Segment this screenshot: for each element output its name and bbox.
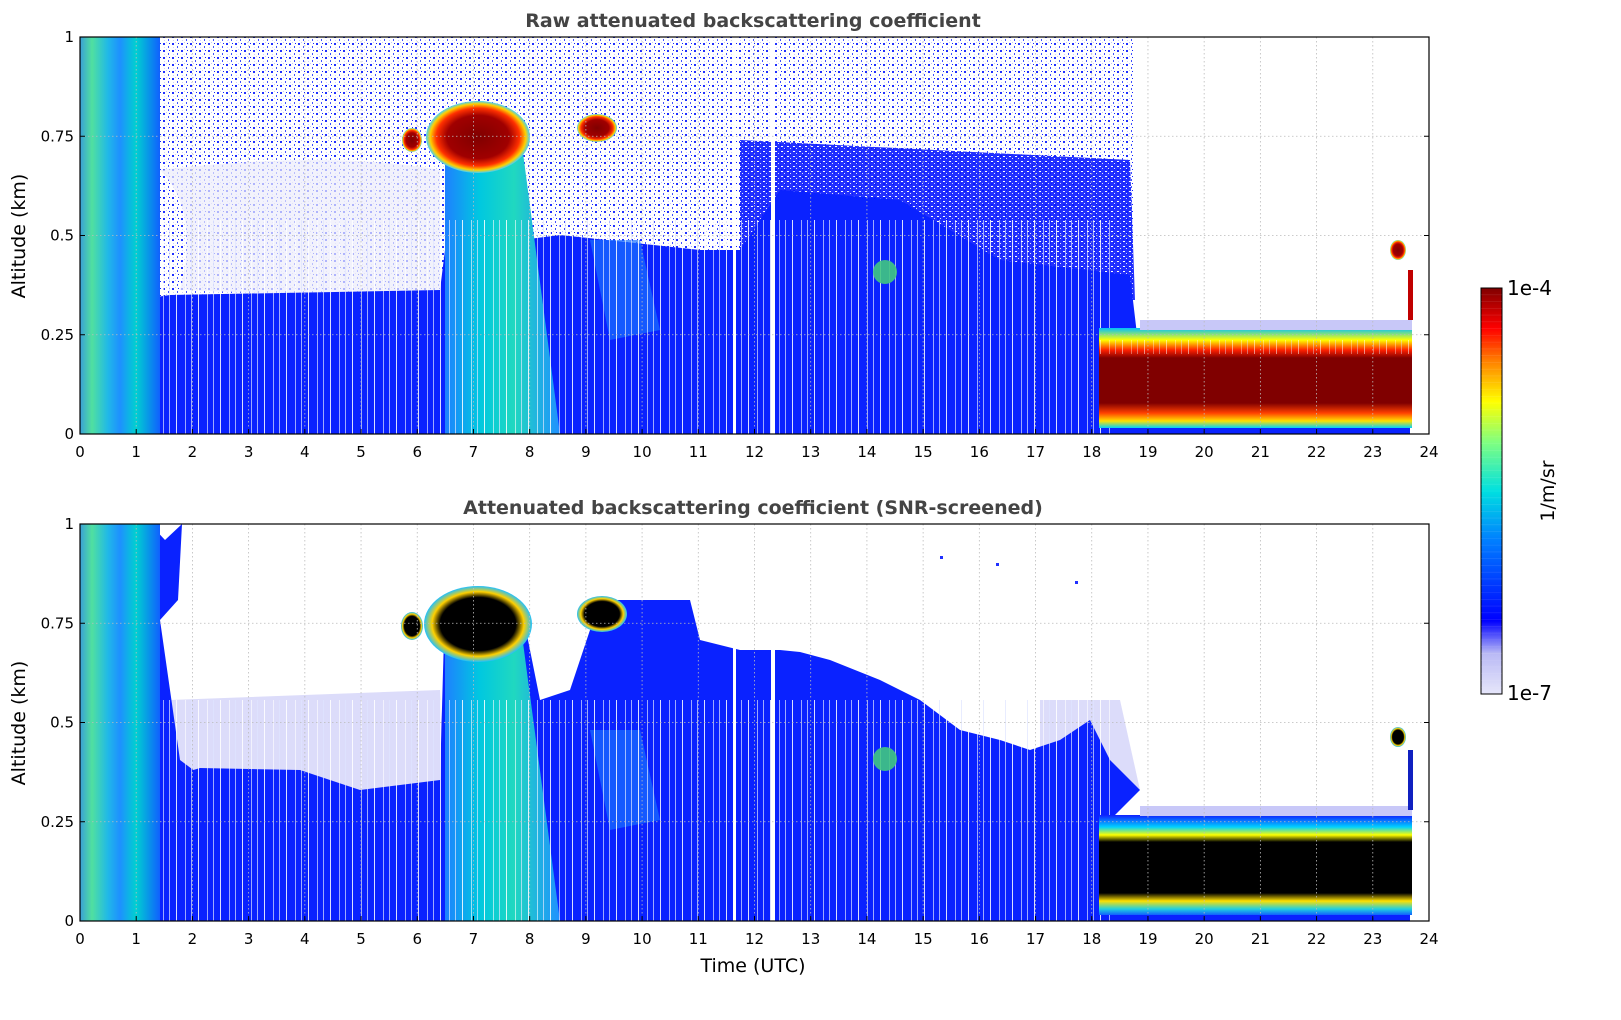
screened-x-tick-label: 24	[1419, 930, 1438, 948]
screened-y-tick-label: 0	[64, 912, 74, 930]
raw-x-tick-label: 15	[914, 443, 933, 461]
raw-x-tick-label: 4	[300, 443, 310, 461]
screened-x-tick-label: 1	[131, 930, 141, 948]
raw-x-tick-label: 3	[244, 443, 254, 461]
screened-x-tick-label: 5	[356, 930, 366, 948]
screened-x-tick-label: 15	[914, 930, 933, 948]
x-axis-label: Time (UTC)	[699, 955, 805, 977]
screened-y-tick-label: 1	[64, 515, 74, 533]
screened-panel-title: Attenuated backscattering coefficient (S…	[463, 497, 1043, 519]
screened-x-tick-label: 9	[581, 930, 591, 948]
colorbar: 1e-4 1e-7 1/m/sr	[1480, 276, 1559, 705]
raw-y-tick-label: 1	[64, 28, 74, 46]
screened-y-ticks: 0 0.25 0.5 0.75 1	[41, 515, 1429, 930]
screened-cloud-9h	[577, 596, 627, 632]
raw-cloud-9h	[577, 114, 617, 142]
screened-cloud-7h	[424, 586, 532, 662]
screened-x-tick-label: 12	[745, 930, 764, 948]
screened-y-tick-label: 0.5	[50, 714, 74, 732]
screened-x-tick-label: 3	[244, 930, 254, 948]
colorbar-max-label: 1e-4	[1507, 276, 1552, 300]
raw-x-tick-label: 6	[412, 443, 422, 461]
raw-x-tick-label: 2	[188, 443, 198, 461]
raw-x-tick-label: 18	[1082, 443, 1101, 461]
screened-x-tick-label: 16	[970, 930, 989, 948]
raw-x-tick-label: 8	[525, 443, 535, 461]
screened-x-tick-label: 21	[1251, 930, 1270, 948]
colorbar-label: 1/m/sr	[1537, 460, 1559, 521]
raw-y-ticks: 0 0.25 0.5 0.75 1	[41, 28, 1429, 443]
screened-x-tick-label: 18	[1082, 930, 1101, 948]
screened-x-tick-label: 2	[188, 930, 198, 948]
raw-x-tick-label: 20	[1195, 443, 1214, 461]
screened-backscatter-panel: Attenuated backscattering coefficient (S…	[8, 497, 1439, 977]
screened-grid	[80, 524, 1429, 921]
raw-x-tick-label: 0	[75, 443, 85, 461]
colorbar-min-label: 1e-7	[1507, 681, 1552, 705]
raw-cloud-6h	[402, 128, 422, 152]
raw-x-tick-label: 11	[689, 443, 708, 461]
screened-x-tick-label: 7	[469, 930, 479, 948]
screened-x-tick-label: 11	[689, 930, 708, 948]
screened-x-tick-label: 6	[412, 930, 422, 948]
raw-x-tick-label: 10	[633, 443, 652, 461]
screened-x-tick-label: 8	[525, 930, 535, 948]
raw-x-tick-label: 24	[1419, 443, 1438, 461]
raw-panel-title: Raw attenuated backscattering coefficien…	[525, 10, 981, 32]
colorbar-gradient	[1480, 287, 1503, 695]
screened-x-tick-label: 4	[300, 930, 310, 948]
screened-x-tick-label: 0	[75, 930, 85, 948]
raw-x-tick-label: 22	[1307, 443, 1326, 461]
screened-y-tick-label: 0.75	[41, 614, 74, 632]
screened-x-tick-label: 22	[1307, 930, 1326, 948]
screened-x-tick-label: 17	[1026, 930, 1045, 948]
raw-heatmap	[80, 37, 1429, 434]
raw-x-tick-label: 1	[131, 443, 141, 461]
screened-x-ticks: 0 1 2 3 4 5 6 7 8 9 10 11 12 13 14 15 16 17 18 19 20 21 22 23 24	[75, 916, 1439, 948]
screened-x-tick-label: 23	[1363, 930, 1382, 948]
raw-y-tick-label: 0.25	[41, 326, 74, 344]
screened-x-tick-label: 20	[1195, 930, 1214, 948]
raw-x-tick-label: 16	[970, 443, 989, 461]
raw-x-ticks: 0 1 2 3 4 5 6 7 8 9 10 11 12 13 14 15 16 17 18 19 20 21 22 23 24	[75, 429, 1439, 461]
raw-x-tick-label: 13	[801, 443, 820, 461]
raw-y-tick-label: 0	[64, 425, 74, 443]
raw-y-tick-label: 0.75	[41, 127, 74, 145]
screened-x-tick-label: 14	[857, 930, 876, 948]
raw-x-tick-label: 5	[356, 443, 366, 461]
screened-stratus-band	[1099, 815, 1412, 915]
screened-y-axis-label: Altitude (km)	[8, 661, 30, 786]
raw-x-tick-label: 7	[469, 443, 479, 461]
raw-x-tick-label: 23	[1363, 443, 1382, 461]
raw-grid	[80, 37, 1429, 434]
screened-y-tick-label: 0.25	[41, 813, 74, 831]
raw-cloud-7h	[426, 101, 530, 173]
screened-x-tick-label: 10	[633, 930, 652, 948]
raw-x-tick-label: 14	[857, 443, 876, 461]
raw-x-tick-label: 21	[1251, 443, 1270, 461]
raw-x-tick-label: 19	[1138, 443, 1157, 461]
screened-x-tick-label: 19	[1138, 930, 1157, 948]
raw-backscatter-panel: Raw attenuated backscattering coefficien…	[8, 10, 1439, 461]
screened-x-tick-label: 13	[801, 930, 820, 948]
colorbar-bands	[1481, 294, 1502, 688]
raw-y-tick-label: 0.5	[50, 227, 74, 245]
raw-x-tick-label: 9	[581, 443, 591, 461]
raw-y-axis-label: Altitude (km)	[8, 174, 30, 299]
raw-x-tick-label: 12	[745, 443, 764, 461]
raw-x-tick-label: 17	[1026, 443, 1045, 461]
